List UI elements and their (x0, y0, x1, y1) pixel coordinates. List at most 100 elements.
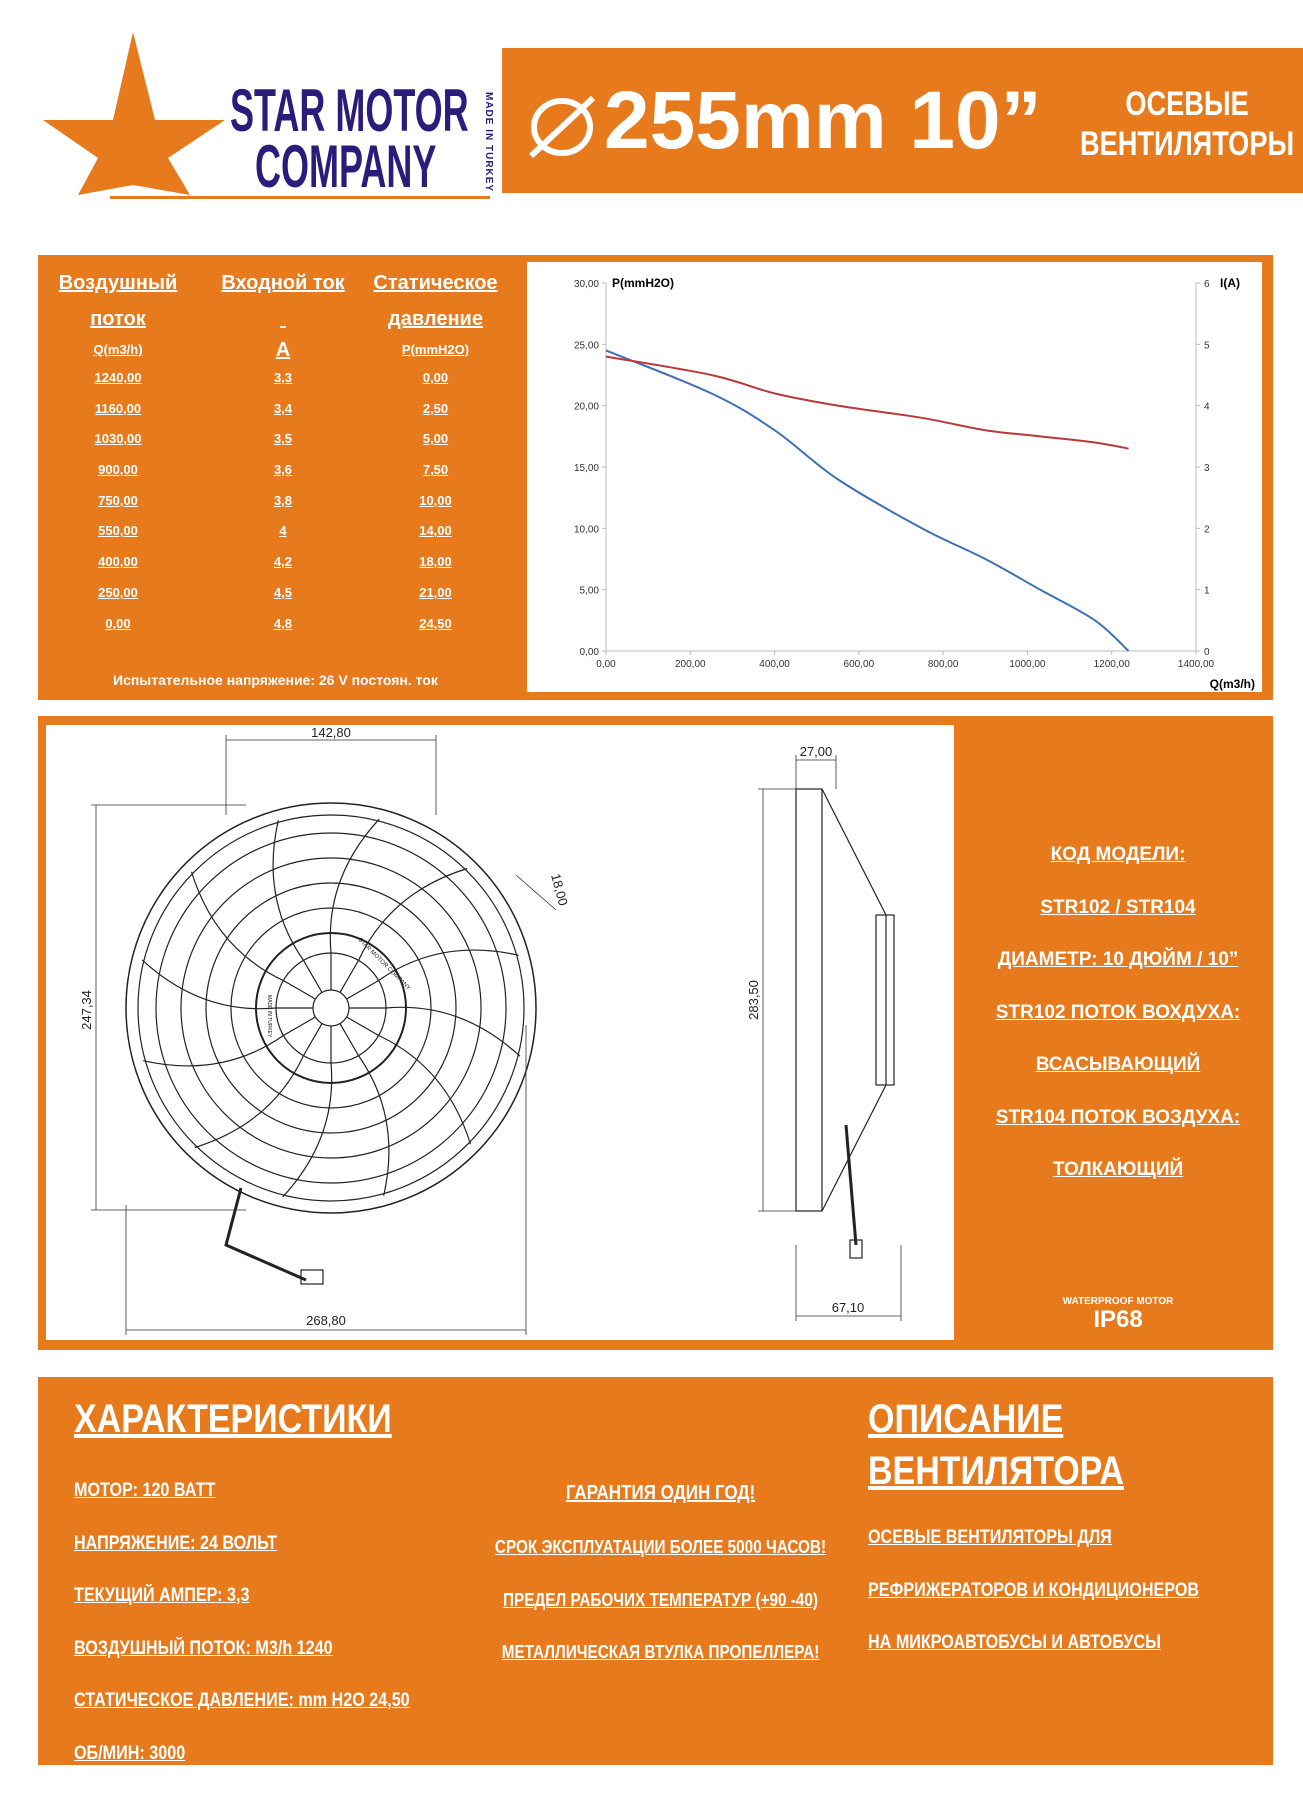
specs-title: ХАРАКТЕРИСТИКИ (74, 1397, 392, 1441)
feature-item: СРОК ЭКСПЛУАТАЦИИ БОЛЕЕ 5000 ЧАСОВ! (494, 1537, 827, 1557)
table-col-pressure: Статическое давление P(mmH2O) 0,00 2,50 5,… (358, 265, 513, 639)
ip-rating: IP68 (1093, 1306, 1143, 1333)
hub-spoke (346, 1016, 379, 1037)
y2-tick-label: 5 (1204, 340, 1210, 351)
model-info-line: STR102 / STR104 (1040, 896, 1196, 918)
chart-svg: 0,00 200,00 400,00 600,00 800,00 1000,00 1200,… (574, 276, 1255, 691)
col-header: Входной ток (221, 272, 345, 294)
col-header: поток (90, 308, 146, 330)
table-cell-flow: 250,00 (98, 584, 138, 600)
table-cell-flow: 400,00 (98, 554, 138, 570)
table-col-flow: Воздушный поток Q(m3/h) 1240,00 1160,00 10… (53, 265, 183, 639)
spec-item: МОТОР: 120 ВАТТ (74, 1480, 216, 1501)
hub-spoke (302, 960, 323, 993)
table-cell-pressure: 10,00 (419, 492, 452, 508)
logo-line1: STAR MOTOR (230, 77, 469, 144)
table-cell-current: 3,3 (273, 370, 293, 385)
x-tick-label: 200,00 (675, 659, 706, 670)
dim-side-top: 27,00 (800, 744, 833, 759)
table-cell-current: 4,8 (273, 615, 293, 631)
col-unit: P(mmH2O) (401, 342, 470, 357)
front-view (125, 802, 537, 1285)
test-voltage-note: Испытательное напряжение: 26 V постоян. … (113, 672, 438, 688)
table-cell-pressure: 14,00 (419, 523, 452, 539)
made-in-label: MADE IN TURKEY (483, 92, 494, 193)
feature-item: ГАРАНТИЯ ОДИН ГОД! (565, 1482, 756, 1504)
description-line: НА МИКРОАВТОБУСЫ И АВТОБУСЫ (868, 1632, 1161, 1653)
x-tick-label: 1000,00 (1009, 659, 1046, 670)
y2-tick-label: 4 (1204, 402, 1210, 413)
table-cell-pressure: 0,00 (422, 370, 449, 385)
waterproof-badge: WATERPROOF MOTOR IP68 (963, 1296, 1273, 1333)
spec-item: НАПРЯЖЕНИЕ: 24 ВОЛЬТ (74, 1532, 278, 1554)
header-title-line1: ОСЕВЫЕ (1125, 85, 1249, 123)
model-info-line: КОД МОДЕЛИ: (1050, 844, 1186, 865)
table-cell-pressure: 7,50 (422, 462, 449, 478)
dim-height-left: 247,34 (79, 990, 94, 1030)
logo-line2: COMPANY (255, 133, 437, 200)
grille-spoke (357, 867, 468, 961)
table-cell-pressure: 24,50 (419, 615, 452, 631)
grille-spoke (282, 1062, 333, 1198)
company-logo: STAR MOTOR COMPANY MADE IN TURKEY (40, 30, 500, 200)
fan-drawing: 142,80 247,34 268,80 18,00 27,00 283,50 … (79, 725, 902, 1335)
grille-spoke (358, 1055, 390, 1196)
x-tick-label: 1400,00 (1178, 659, 1215, 670)
feature-item: ПРЕДЕЛ РАБОЧИХ ТЕМПЕРАТУР (+90 -40) (502, 1589, 818, 1610)
model-info-line: ДИАМЕТР: 10 ДЮЙМ / 10” (997, 949, 1239, 970)
dim-top-width: 142,80 (311, 725, 351, 740)
table-cell-flow: 550,00 (98, 523, 138, 539)
grille-spoke (378, 949, 519, 981)
y-axis-title: P(mmH2O) (612, 276, 674, 290)
current-series-line (605, 355, 1129, 450)
table-cell-pressure: 21,00 (419, 584, 452, 600)
col-header: Воздушный (58, 272, 178, 294)
col-header-spacer (208, 301, 358, 337)
dim-side-depth: 67,10 (832, 1300, 865, 1315)
y2-tick-label: 3 (1204, 463, 1210, 474)
spec-item: СТАТИЧЕСКОЕ ДАВЛЕНИЕ: mm H2O 24,50 (74, 1690, 410, 1711)
performance-section: Воздушный поток Q(m3/h) 1240,00 1160,00 10… (38, 255, 1273, 700)
hub-spoke (339, 1023, 360, 1056)
table-cell-pressure: 2,50 (422, 400, 449, 416)
col-unit: A (275, 339, 291, 361)
table-cell-flow: 1030,00 (94, 431, 142, 447)
model-info-line: STR102 ПОТОК ВОХДУХА: (995, 1001, 1241, 1023)
dim-tab: 18,00 (548, 872, 571, 907)
table-cell-pressure: 5,00 (422, 431, 449, 447)
grille-spoke (143, 1035, 284, 1067)
description-list: ОСЕВЫЕ ВЕНТИЛЯТОРЫ ДЛЯ РЕФРИЖЕРАТОРОВ И К… (868, 1512, 1257, 1670)
star-icon (43, 32, 225, 195)
y2-tick-label: 0 (1204, 647, 1210, 658)
table-cell-current: 4 (279, 523, 287, 539)
y-tick-label: 30,00 (574, 279, 599, 290)
grille-spoke (378, 1034, 472, 1145)
grille-spoke (194, 1055, 305, 1149)
description-line: РЕФРИЖЕРАТОРОВ И КОНДИЦИОНЕРОВ (868, 1579, 1200, 1601)
y2-axis-title: I(A) (1220, 276, 1240, 290)
logo-underline (110, 196, 490, 199)
technical-drawing: 142,80 247,34 268,80 18,00 27,00 283,50 … (46, 725, 954, 1340)
table-cell-flow: 750,00 (98, 492, 138, 508)
model-info-line: ВСАСЫВАЮЩИЙ (1035, 1054, 1201, 1075)
description-title-line2: ВЕНТИЛЯТОРА (868, 1449, 1124, 1493)
model-info-line: ТОЛКАЮЩИЙ (1052, 1159, 1184, 1180)
hub-spoke (283, 1016, 316, 1037)
diameter-icon (528, 96, 596, 158)
table-col-current: Входной ток A 3,3 3,4 3,5 3,6 3,8 4 4,2 4,5 4,8 (208, 265, 358, 639)
table-cell-pressure: 18,00 (419, 554, 452, 570)
hub-spoke (346, 979, 379, 1000)
spec-item: ОБ/МИН: 3000 (74, 1742, 186, 1764)
fan-size: 255mm 10” (604, 75, 1042, 166)
y2-tick-label: 2 (1204, 524, 1210, 535)
model-info: КОД МОДЕЛИ: STR102 / STR104 ДИАМЕТР: 10 ДЮ… (963, 829, 1273, 1197)
dim-side-height: 283,50 (746, 980, 761, 1020)
table-cell-current: 3,5 (273, 431, 293, 447)
x-tick-label: 400,00 (759, 659, 790, 670)
col-header: Статическое (373, 272, 498, 294)
table-cell-flow: 0,00 (105, 615, 131, 631)
y2-tick-label: 6 (1204, 279, 1210, 290)
col-header: давление (388, 308, 483, 330)
table-cell-current: 3,4 (273, 400, 293, 416)
table-cell-flow: 1240,00 (94, 370, 142, 385)
